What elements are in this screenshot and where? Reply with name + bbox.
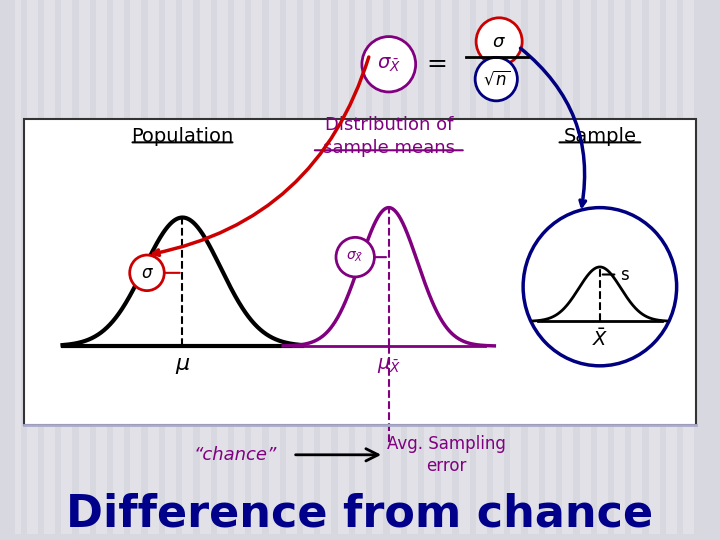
Text: $\bar{X}$: $\bar{X}$ [592, 328, 608, 350]
Circle shape [130, 255, 164, 291]
Circle shape [362, 37, 415, 92]
Text: Avg. Sampling
error: Avg. Sampling error [387, 435, 505, 475]
Circle shape [523, 207, 677, 366]
Text: Difference from chance: Difference from chance [66, 492, 654, 536]
Text: Distribution of
sample means: Distribution of sample means [323, 116, 455, 157]
Text: s: s [621, 266, 629, 284]
Text: Population: Population [131, 127, 233, 146]
FancyBboxPatch shape [24, 119, 696, 425]
Circle shape [476, 18, 522, 65]
Circle shape [336, 238, 374, 277]
Text: $\mu_{\bar{X}}$: $\mu_{\bar{X}}$ [377, 356, 401, 375]
Text: $\mu$: $\mu$ [175, 356, 190, 376]
Text: $\sigma_{\bar{X}}$: $\sigma_{\bar{X}}$ [346, 250, 364, 265]
Text: $\sigma$: $\sigma$ [492, 32, 506, 51]
Text: $\sigma$: $\sigma$ [140, 264, 153, 282]
Text: $\sqrt{n}$: $\sqrt{n}$ [482, 70, 510, 89]
Text: $\sigma_{\bar{X}}$: $\sigma_{\bar{X}}$ [377, 55, 401, 74]
Text: Sample: Sample [563, 127, 636, 146]
Circle shape [475, 57, 518, 101]
Text: “chance”: “chance” [194, 446, 277, 464]
Text: =: = [426, 52, 447, 76]
